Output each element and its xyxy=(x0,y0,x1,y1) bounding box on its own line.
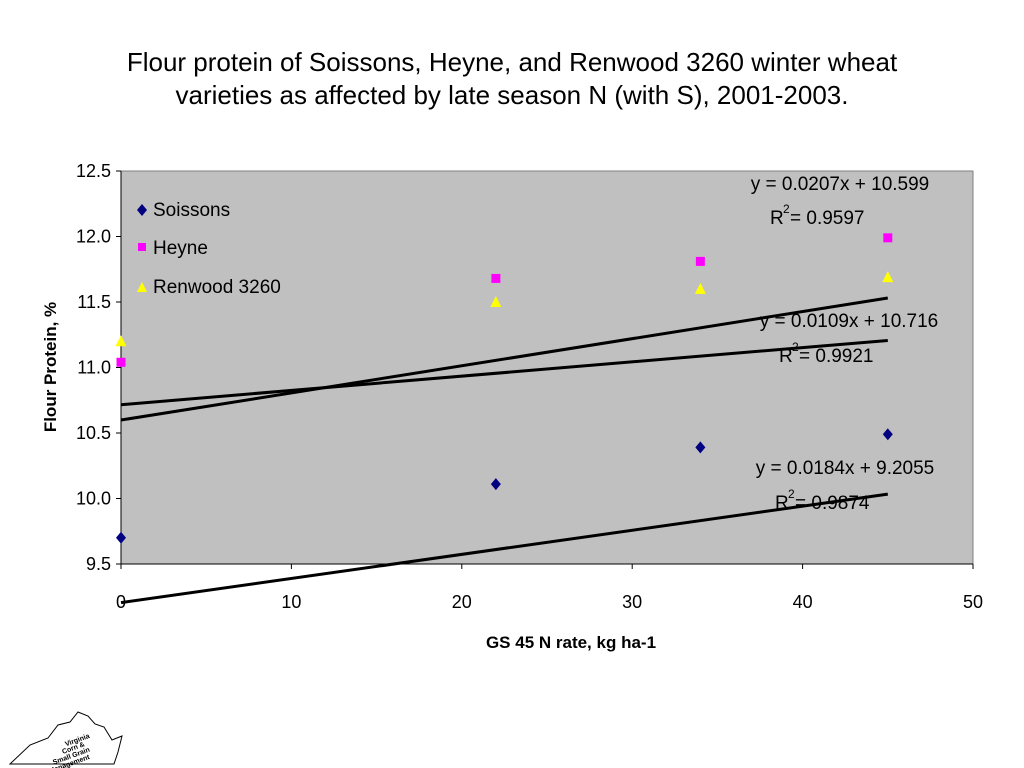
point-heyne xyxy=(491,273,501,283)
x-tick-label: 30 xyxy=(622,592,642,612)
legend-marker-triangle-icon xyxy=(137,282,147,292)
r2-exp-renwood: 2 xyxy=(792,340,799,354)
legend-item-heyne: Heyne xyxy=(138,238,208,259)
r2-label-renwood: R xyxy=(779,346,793,367)
virginia-map-icon xyxy=(8,711,123,765)
legend-item-soissons: Soissons xyxy=(137,200,230,221)
equation-soissons: y = 0.0184x + 9.2055 xyxy=(756,458,935,479)
r2-exp-soissons: 2 xyxy=(788,487,795,501)
legend-label-renwood: Renwood 3260 xyxy=(153,277,281,298)
virginia-logo: Virginia Corn & Small Grain Management xyxy=(8,711,123,768)
point-renwood-3260 xyxy=(694,282,706,294)
equation-renwood: y = 0.0109x + 10.716 xyxy=(760,311,939,332)
point-heyne xyxy=(883,233,893,243)
r2-label-soissons: R xyxy=(775,493,789,514)
legend: Soissons Heyne Renwood 3260 xyxy=(137,200,281,298)
point-heyne xyxy=(695,256,705,266)
legend-label-soissons: Soissons xyxy=(153,200,230,221)
point-renwood-3260 xyxy=(882,271,894,283)
x-ticks: 0 10 20 30 40 50 xyxy=(116,564,983,612)
annotation-heyne: y = 0.0207x + 10.599 R 2 = 0.9597 xyxy=(751,174,930,229)
point-soissons xyxy=(882,428,893,441)
r2-exp-heyne: 2 xyxy=(783,202,790,216)
y-tick-label: 9.5 xyxy=(86,554,111,574)
legend-label-heyne: Heyne xyxy=(153,238,208,259)
y-tick-label: 10.5 xyxy=(76,423,111,443)
x-axis-label: GS 45 N rate, kg ha-1 xyxy=(486,633,656,652)
trendline-renwood-3260 xyxy=(120,338,888,407)
r2-label-heyne: R xyxy=(770,208,784,229)
legend-marker-square-icon xyxy=(138,243,146,251)
y-tick-label: 10.0 xyxy=(76,489,111,509)
trendline-heyne xyxy=(120,296,889,422)
y-tick-label: 11.5 xyxy=(77,292,111,312)
y-tick-label: 12.0 xyxy=(76,227,111,247)
x-tick-label: 50 xyxy=(963,592,983,612)
legend-item-renwood: Renwood 3260 xyxy=(137,277,281,298)
x-tick-label: 10 xyxy=(281,592,301,612)
equation-heyne: y = 0.0207x + 10.599 xyxy=(751,174,930,195)
y-tick-label: 11.0 xyxy=(77,358,111,378)
annotation-renwood: y = 0.0109x + 10.716 R 2 = 0.9921 xyxy=(760,311,939,367)
point-soissons xyxy=(116,531,126,544)
y-tick-label: 12.5 xyxy=(76,161,111,181)
annotation-soissons: y = 0.0184x + 9.2055 R 2 = 0.9874 xyxy=(756,458,935,514)
chart-title-line-2: varieties as affected by late season N (… xyxy=(175,80,848,110)
trendlines xyxy=(120,296,889,605)
x-tick-label: 40 xyxy=(793,592,813,612)
legend-marker-diamond-icon xyxy=(137,204,147,216)
trendline-soissons xyxy=(120,492,889,605)
r2-value-renwood: = 0.9921 xyxy=(799,346,874,367)
y-axis-label: Flour Protein, % xyxy=(41,302,60,432)
y-ticks: 9.5 10.0 10.5 11.0 11.5 12.0 12.5 xyxy=(76,161,121,574)
point-soissons xyxy=(695,441,706,454)
r2-value-soissons: = 0.9874 xyxy=(795,493,870,514)
plot-area xyxy=(120,170,974,565)
point-heyne xyxy=(116,357,126,367)
r2-value-heyne: = 0.9597 xyxy=(790,208,865,229)
x-tick-label: 20 xyxy=(452,592,472,612)
chart-title-line-1: Flour protein of Soissons, Heyne, and Re… xyxy=(127,47,898,77)
point-renwood-3260 xyxy=(490,296,502,307)
point-renwood-3260 xyxy=(115,335,127,347)
data-points xyxy=(115,233,894,544)
point-soissons xyxy=(490,478,501,491)
